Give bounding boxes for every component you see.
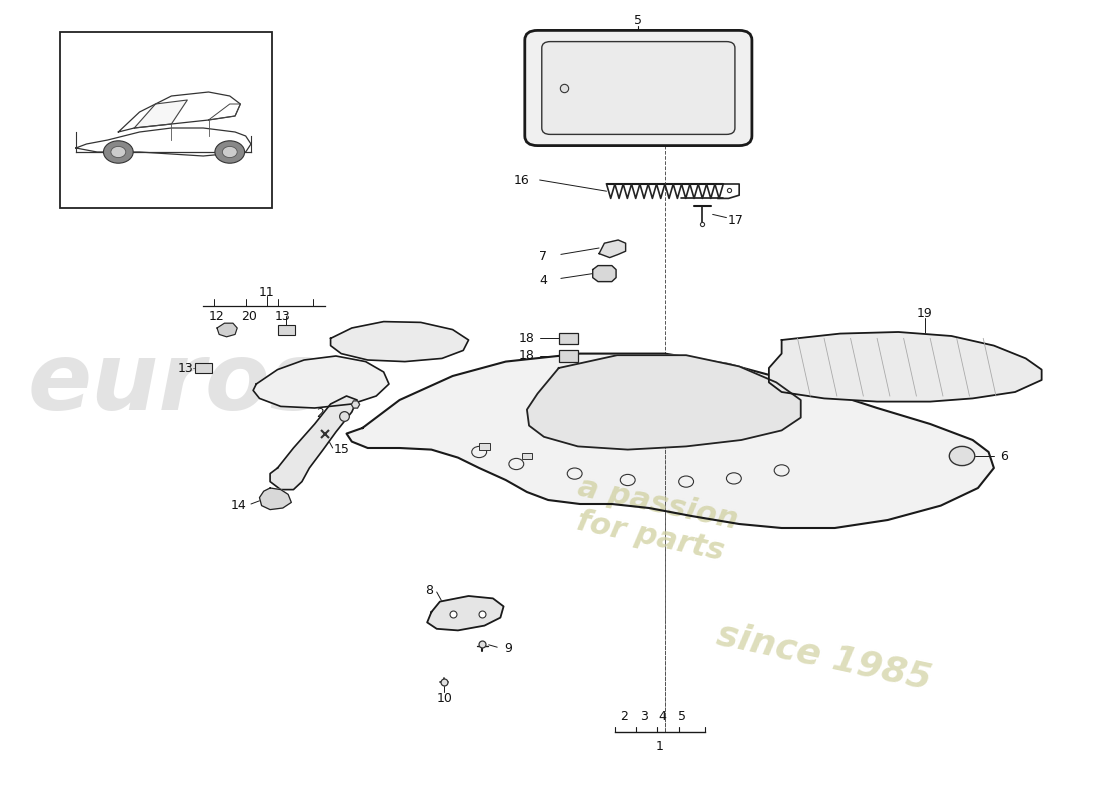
Text: 10: 10 bbox=[437, 692, 452, 705]
Polygon shape bbox=[593, 266, 616, 282]
Text: 2: 2 bbox=[316, 407, 323, 420]
Polygon shape bbox=[427, 596, 504, 630]
Text: 2: 2 bbox=[620, 710, 628, 722]
Circle shape bbox=[222, 146, 238, 158]
Text: 17: 17 bbox=[728, 214, 744, 226]
Circle shape bbox=[103, 141, 133, 163]
Text: 14: 14 bbox=[230, 499, 246, 512]
Circle shape bbox=[214, 141, 244, 163]
Text: 15: 15 bbox=[333, 443, 349, 456]
Text: 5: 5 bbox=[635, 14, 642, 26]
Text: euros: euros bbox=[28, 338, 327, 430]
Text: 12: 12 bbox=[209, 310, 224, 322]
Polygon shape bbox=[346, 354, 994, 528]
Polygon shape bbox=[260, 488, 292, 510]
Polygon shape bbox=[600, 240, 626, 258]
Bar bbox=[559, 333, 578, 344]
Text: 4: 4 bbox=[539, 274, 547, 286]
Polygon shape bbox=[271, 396, 358, 490]
Text: since 1985: since 1985 bbox=[714, 617, 935, 695]
Bar bbox=[480, 443, 490, 450]
Text: 18: 18 bbox=[519, 332, 535, 345]
Polygon shape bbox=[134, 100, 187, 128]
Bar bbox=[60, 32, 272, 208]
Text: 6: 6 bbox=[1001, 450, 1009, 462]
Bar bbox=[521, 453, 532, 459]
Polygon shape bbox=[769, 332, 1042, 402]
Polygon shape bbox=[217, 323, 238, 337]
Text: 19: 19 bbox=[917, 307, 933, 320]
Bar bbox=[277, 325, 295, 335]
FancyBboxPatch shape bbox=[542, 42, 735, 134]
Circle shape bbox=[111, 146, 125, 158]
Text: 16: 16 bbox=[514, 174, 529, 186]
Text: 18: 18 bbox=[519, 350, 535, 362]
Text: 3: 3 bbox=[640, 710, 648, 722]
Polygon shape bbox=[253, 356, 389, 408]
Text: 13: 13 bbox=[177, 362, 194, 374]
Text: 5: 5 bbox=[678, 710, 686, 722]
Polygon shape bbox=[527, 355, 801, 450]
Text: 20: 20 bbox=[241, 310, 256, 322]
Text: 13: 13 bbox=[275, 310, 290, 322]
Text: 3: 3 bbox=[316, 396, 323, 409]
Text: a passion
for parts: a passion for parts bbox=[568, 473, 740, 567]
Text: 11: 11 bbox=[258, 286, 275, 298]
Polygon shape bbox=[331, 322, 469, 362]
Text: 4: 4 bbox=[659, 710, 667, 722]
Circle shape bbox=[949, 446, 975, 466]
Text: 8: 8 bbox=[426, 584, 433, 597]
FancyBboxPatch shape bbox=[525, 30, 752, 146]
Bar bbox=[559, 350, 578, 362]
Text: 7: 7 bbox=[539, 250, 547, 262]
Text: 9: 9 bbox=[504, 642, 512, 654]
Bar bbox=[195, 363, 211, 373]
Text: 1: 1 bbox=[656, 740, 663, 753]
